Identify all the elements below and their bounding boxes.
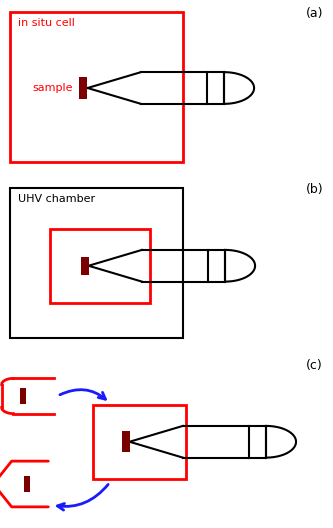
Bar	[93, 405, 186, 479]
Text: UHV chamber: UHV chamber	[18, 194, 96, 204]
Text: (c): (c)	[306, 359, 323, 372]
Text: in situ cell: in situ cell	[18, 17, 75, 27]
Bar	[50, 229, 150, 303]
Bar	[249, 426, 266, 458]
Text: (b): (b)	[305, 183, 323, 196]
Bar	[20, 388, 26, 404]
Bar	[79, 78, 87, 99]
Bar	[207, 72, 224, 104]
Bar	[10, 188, 183, 338]
Text: (a): (a)	[305, 7, 323, 20]
Bar	[122, 431, 130, 452]
Bar	[208, 250, 225, 281]
Text: sample: sample	[33, 83, 73, 93]
Bar	[81, 257, 89, 275]
Bar	[24, 476, 30, 492]
Bar	[10, 12, 183, 162]
